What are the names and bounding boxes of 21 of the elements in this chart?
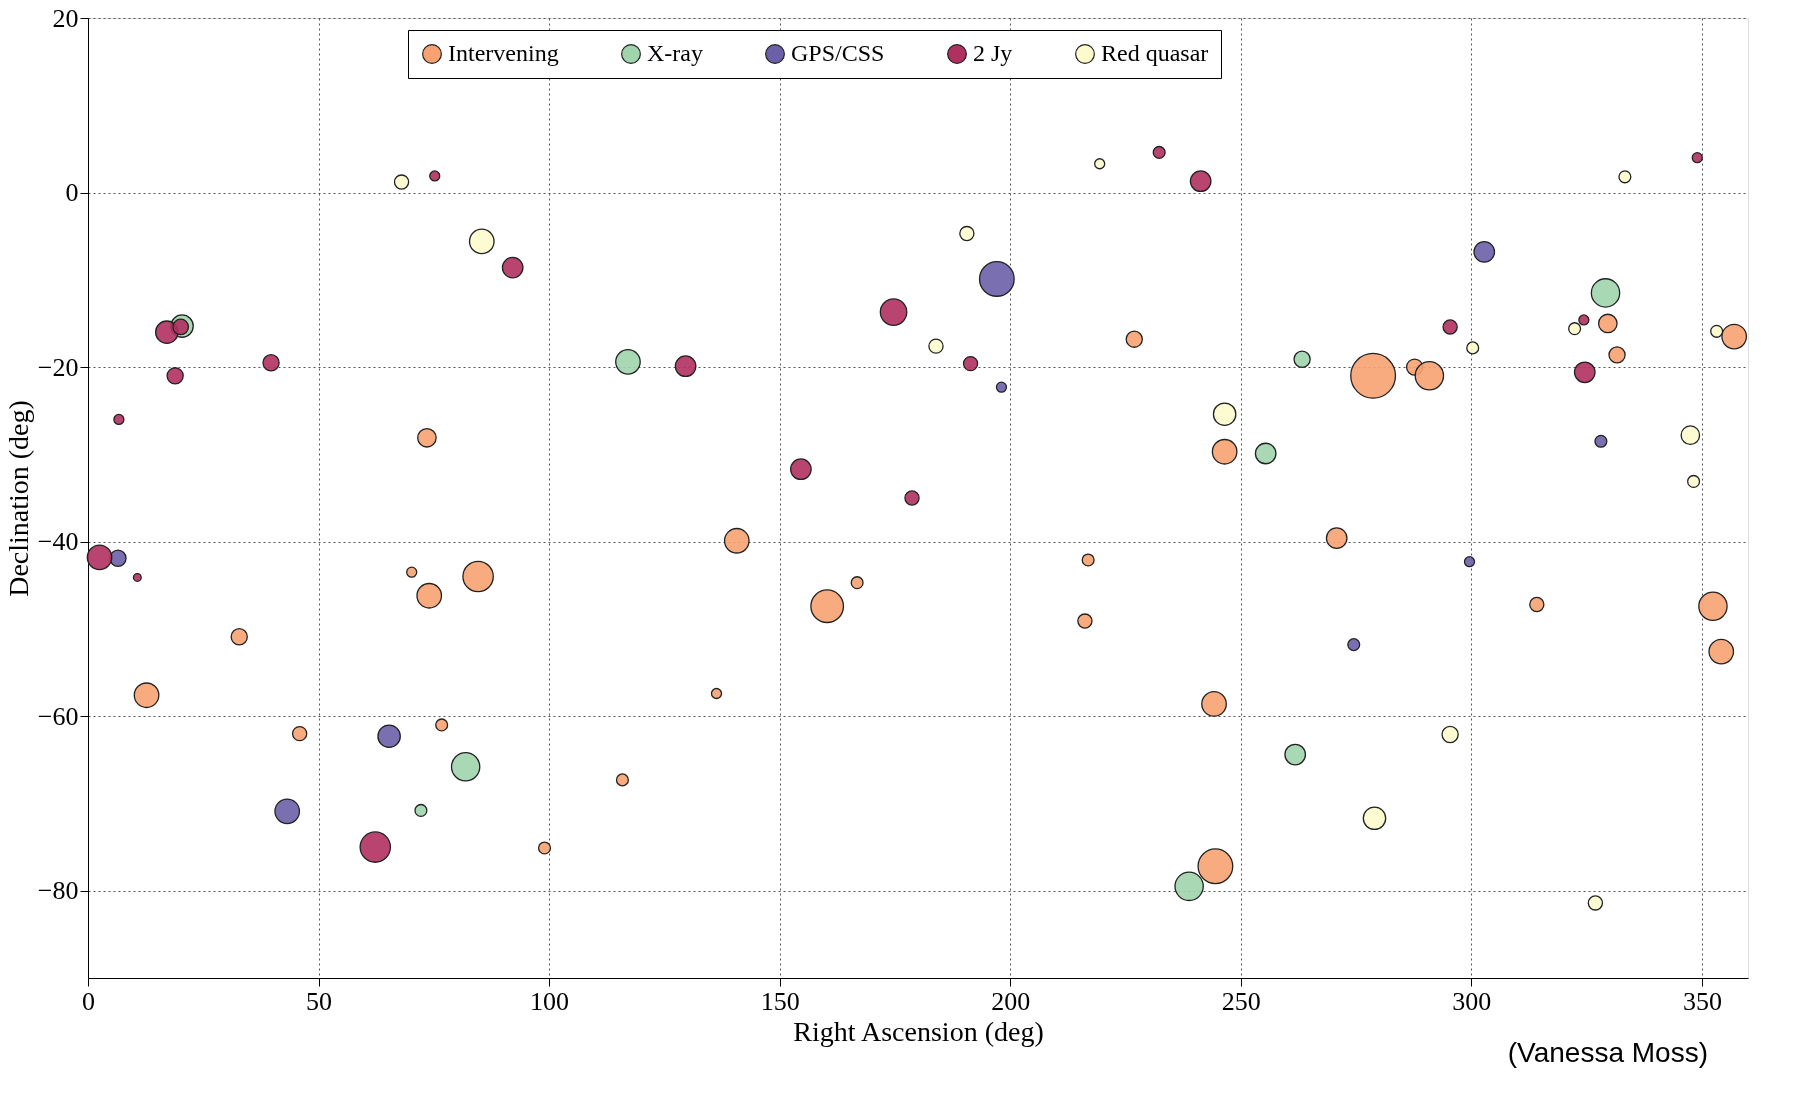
x-tick-label: 50: [306, 986, 333, 1016]
x-axis-title: Right Ascension (deg): [793, 1015, 1044, 1047]
x-tick-label: 200: [991, 986, 1031, 1016]
legend-label: 2 Jy: [973, 40, 1013, 66]
x-tick-label: 150: [760, 986, 800, 1016]
y-tick-label: 0: [65, 178, 79, 208]
legend-label: Intervening: [448, 40, 559, 66]
y-tick-label: −40: [37, 527, 79, 557]
y-tick-label: −20: [37, 352, 79, 382]
y-tick-label: −80: [37, 876, 79, 906]
text: (Vanessa Moss): [1507, 1037, 1708, 1068]
x-tick-label: 250: [1221, 986, 1261, 1016]
legend-label: Red quasar: [1101, 40, 1209, 66]
y-tick-label: 20: [52, 3, 79, 33]
x-tick-label: 300: [1452, 986, 1492, 1016]
y-axis-title: Declination (deg): [2, 400, 34, 597]
legend-label: GPS/CSS: [791, 40, 885, 66]
legend-label: X-ray: [647, 40, 703, 66]
x-tick-label: 350: [1682, 986, 1722, 1016]
x-tick-label: 100: [530, 986, 570, 1016]
y-tick-label: −60: [37, 701, 79, 731]
